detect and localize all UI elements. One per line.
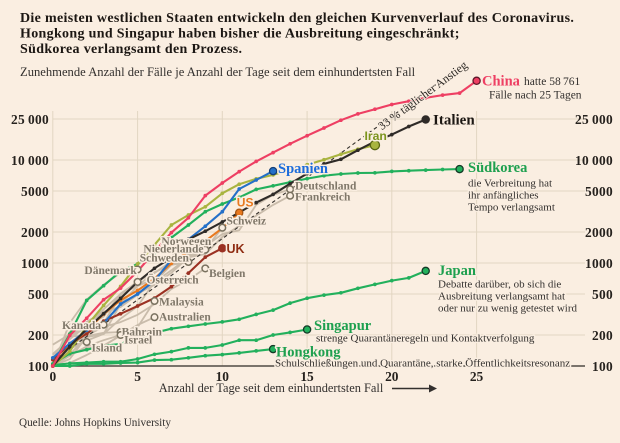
svg-text:Schweiz: Schweiz (227, 216, 267, 228)
svg-text:Dänemark: Dänemark (84, 265, 137, 277)
svg-text:10: 10 (216, 369, 230, 384)
svg-text:Spanien: Spanien (278, 161, 328, 177)
svg-text:2000: 2000 (21, 225, 49, 240)
svg-text:10 000: 10 000 (575, 153, 613, 168)
svg-text:Frankreich: Frankreich (295, 192, 351, 204)
svg-text:Südkorea verlangsamt den Proze: Südkorea verlangsamt den Prozess. (20, 42, 242, 57)
svg-text:Japan: Japan (438, 263, 476, 279)
svg-text:Deutschland: Deutschland (295, 181, 357, 193)
svg-text:200: 200 (28, 328, 49, 343)
svg-text:Hongkong und Singapur haben bi: Hongkong und Singapur haben bisher die A… (20, 27, 460, 42)
svg-text:Schweden: Schweden (140, 253, 190, 265)
svg-text:China: China (482, 74, 521, 90)
svg-text:5000: 5000 (585, 184, 613, 199)
svg-text:1000: 1000 (585, 256, 613, 271)
svg-text:0: 0 (49, 369, 56, 384)
svg-text:Schulschließungen und Quarantä: Schulschließungen und Quarantäne, starke… (275, 358, 570, 370)
svg-text:Fälle nach 25 Tagen: Fälle nach 25 Tagen (489, 90, 582, 102)
svg-text:Zunehmende Anzahl der Fälle je: Zunehmende Anzahl der Fälle je Anzahl de… (20, 65, 416, 79)
svg-text:5: 5 (134, 369, 141, 384)
svg-text:UK: UK (227, 242, 245, 256)
svg-text:1000: 1000 (21, 256, 49, 271)
svg-text:25 000: 25 000 (575, 112, 613, 127)
svg-text:oder nur zu wenig getestet wir: oder nur zu wenig getestet wird (438, 303, 577, 315)
svg-text:Norwegen: Norwegen (161, 236, 211, 248)
svg-text:Belgien: Belgien (209, 268, 246, 280)
svg-text:Die meisten westlichen Staaten: Die meisten westlichen Staaten entwickel… (20, 11, 574, 26)
svg-text:Australien: Australien (159, 312, 211, 324)
svg-text:500: 500 (28, 287, 49, 302)
svg-text:10 000: 10 000 (11, 153, 49, 168)
svg-text:Bahrain: Bahrain (122, 327, 163, 339)
svg-text:ihr anfängliches: ihr anfängliches (468, 190, 539, 202)
svg-text:Quelle: Johns Hopkins Universi: Quelle: Johns Hopkins University (19, 417, 171, 429)
svg-text:Israel: Israel (124, 335, 152, 347)
svg-text:Anzahl der Tage seit dem einhu: Anzahl der Tage seit dem einhundertsten … (159, 381, 384, 395)
svg-text:200: 200 (592, 328, 613, 343)
svg-text:100: 100 (28, 359, 49, 374)
svg-text:Tempo verlangsamt: Tempo verlangsamt (468, 202, 555, 214)
svg-text:Niederlande: Niederlande (143, 244, 203, 256)
svg-text:Italien: Italien (433, 113, 475, 129)
svg-text:Island: Island (92, 343, 123, 355)
svg-text:100: 100 (592, 359, 613, 374)
svg-text:Iran: Iran (365, 129, 387, 143)
svg-text:15: 15 (300, 369, 314, 384)
svg-text:hatte 58 761: hatte 58 761 (524, 76, 581, 88)
svg-text:Hongkong: Hongkong (276, 345, 341, 361)
svg-text:20: 20 (385, 369, 399, 384)
svg-text:Malaysia: Malaysia (159, 297, 204, 309)
svg-text:strenge Quarantäneregeln und K: strenge Quarantäneregeln und Kontaktverf… (316, 333, 535, 345)
svg-text:5000: 5000 (21, 184, 49, 199)
svg-text:Kanada: Kanada (62, 320, 101, 332)
svg-text:die Verbreitung hat: die Verbreitung hat (468, 178, 552, 190)
svg-text:Ausbreitung verlangsamt hat: Ausbreitung verlangsamt hat (438, 291, 565, 303)
svg-text:25: 25 (470, 369, 484, 384)
svg-text:Debatte darüber, ob sich die: Debatte darüber, ob sich die (438, 279, 561, 291)
svg-text:Österreich: Österreich (147, 273, 200, 287)
svg-text:US: US (237, 196, 254, 210)
svg-text:Südkorea: Südkorea (468, 160, 528, 176)
svg-text:Singapur: Singapur (314, 318, 372, 334)
svg-text:2000: 2000 (585, 225, 613, 240)
svg-text:25 000: 25 000 (11, 112, 49, 127)
svg-text:500: 500 (592, 287, 613, 302)
